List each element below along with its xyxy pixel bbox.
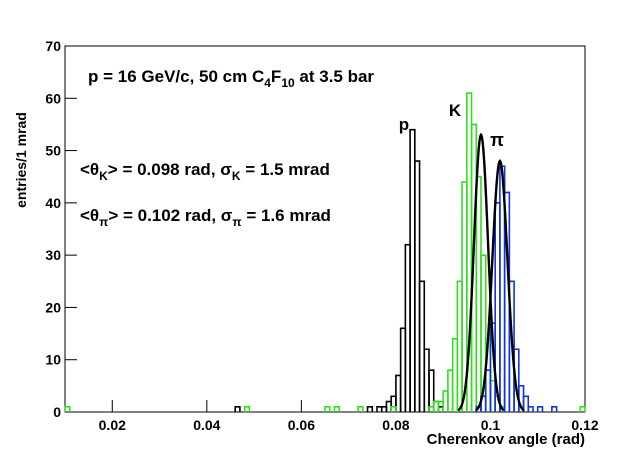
x-tick-label: 0.08 bbox=[382, 417, 409, 433]
annotation-part: = 1.5 mrad bbox=[241, 160, 330, 179]
peak-label: p bbox=[399, 115, 409, 134]
y-tick-label: 70 bbox=[45, 38, 61, 54]
histogram-bin bbox=[64, 405, 71, 412]
annotation-part: = 1.6 mrad bbox=[242, 206, 331, 225]
annotation-part: > = 0.102 rad, σ bbox=[108, 206, 232, 225]
y-tick-label: 40 bbox=[45, 195, 61, 211]
annotation: p = 16 GeV/c, 50 cm C4F10 at 3.5 bar bbox=[88, 67, 374, 90]
y-tick-label: 30 bbox=[45, 247, 61, 263]
histogram-bin bbox=[357, 405, 364, 412]
histogram-bin bbox=[234, 405, 241, 412]
x-tick-label: 0.02 bbox=[99, 417, 126, 433]
histogram-bin bbox=[508, 280, 515, 412]
histogram-bin bbox=[390, 405, 397, 412]
annotation-part: F bbox=[271, 67, 281, 86]
x-tick-label: 0.04 bbox=[193, 417, 220, 433]
histogram-bin bbox=[579, 405, 586, 412]
annotation-part: at 3.5 bar bbox=[295, 67, 375, 86]
y-tick-label: 60 bbox=[45, 90, 61, 106]
y-tick-label: 20 bbox=[45, 299, 61, 315]
histogram-bin bbox=[527, 405, 534, 412]
peak-label: K bbox=[449, 101, 462, 120]
histogram-bin bbox=[366, 405, 374, 412]
histogram-bin bbox=[428, 369, 435, 412]
annotation-part: π bbox=[99, 215, 108, 229]
x-tick-label: 0.06 bbox=[288, 417, 315, 433]
annotation-part: > = 0.098 rad, σ bbox=[108, 160, 232, 179]
histogram-bin bbox=[324, 405, 331, 412]
annotation: <θK> = 0.098 rad, σK = 1.5 mrad bbox=[80, 160, 330, 183]
y-axis-label: entries/1 mrad bbox=[13, 112, 29, 208]
histogram-bin bbox=[418, 280, 426, 412]
x-axis-label: Cherenkov angle (rad) bbox=[427, 431, 585, 448]
histogram-bin bbox=[536, 405, 544, 412]
histogram-bin bbox=[513, 348, 520, 412]
fit-curve bbox=[457, 132, 505, 412]
fit-curve bbox=[475, 159, 525, 412]
annotation-part: <θ bbox=[80, 206, 99, 225]
annotation-part: 10 bbox=[281, 76, 295, 90]
x-tick-label: 0.12 bbox=[571, 417, 598, 433]
annotation-part: K bbox=[99, 169, 108, 183]
peak-label: π bbox=[490, 130, 504, 150]
y-tick-label: 50 bbox=[45, 143, 61, 159]
annotation-part: <θ bbox=[80, 160, 99, 179]
annotation-part: 4 bbox=[264, 76, 271, 90]
y-tick-label: 10 bbox=[45, 352, 61, 368]
histogram-bin bbox=[522, 395, 530, 412]
annotation-part: π bbox=[232, 215, 241, 229]
y-tick-label: 0 bbox=[53, 404, 61, 420]
annotation-part: K bbox=[232, 169, 241, 183]
histogram-bin bbox=[480, 254, 487, 412]
annotation: <θπ> = 0.102 rad, σπ = 1.6 mrad bbox=[80, 206, 331, 229]
histogram-bin bbox=[551, 405, 558, 412]
histogram-bin bbox=[243, 405, 251, 412]
x-tick-label: 0.1 bbox=[481, 417, 501, 433]
histogram-bin bbox=[333, 405, 340, 412]
annotation-part: p = 16 GeV/c, 50 cm C bbox=[88, 67, 264, 86]
